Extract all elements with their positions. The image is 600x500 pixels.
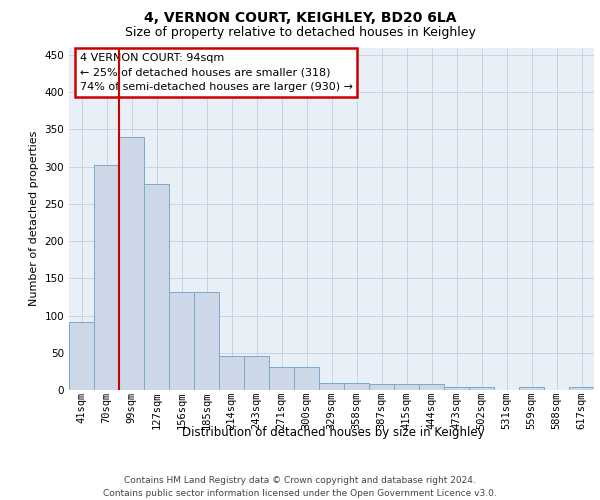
Bar xyxy=(194,292,219,390)
Text: Distribution of detached houses by size in Keighley: Distribution of detached houses by size … xyxy=(182,426,484,439)
Bar xyxy=(94,165,119,390)
Bar xyxy=(144,184,169,390)
Bar xyxy=(319,382,344,390)
Bar xyxy=(369,384,394,390)
Bar xyxy=(444,387,469,390)
Text: Contains HM Land Registry data © Crown copyright and database right 2024.
Contai: Contains HM Land Registry data © Crown c… xyxy=(103,476,497,498)
Bar xyxy=(294,367,319,390)
Bar xyxy=(69,322,94,390)
Bar xyxy=(569,387,594,390)
Bar xyxy=(169,292,194,390)
Bar xyxy=(269,367,294,390)
Text: 4, VERNON COURT, KEIGHLEY, BD20 6LA: 4, VERNON COURT, KEIGHLEY, BD20 6LA xyxy=(144,12,456,26)
Bar xyxy=(344,382,369,390)
Y-axis label: Number of detached properties: Number of detached properties xyxy=(29,131,39,306)
Bar xyxy=(244,356,269,390)
Bar xyxy=(519,387,544,390)
Bar xyxy=(469,387,494,390)
Text: Size of property relative to detached houses in Keighley: Size of property relative to detached ho… xyxy=(125,26,475,39)
Bar xyxy=(394,384,419,390)
Text: 4 VERNON COURT: 94sqm
← 25% of detached houses are smaller (318)
74% of semi-det: 4 VERNON COURT: 94sqm ← 25% of detached … xyxy=(79,52,353,92)
Bar xyxy=(119,137,144,390)
Bar xyxy=(219,356,244,390)
Bar xyxy=(419,384,444,390)
